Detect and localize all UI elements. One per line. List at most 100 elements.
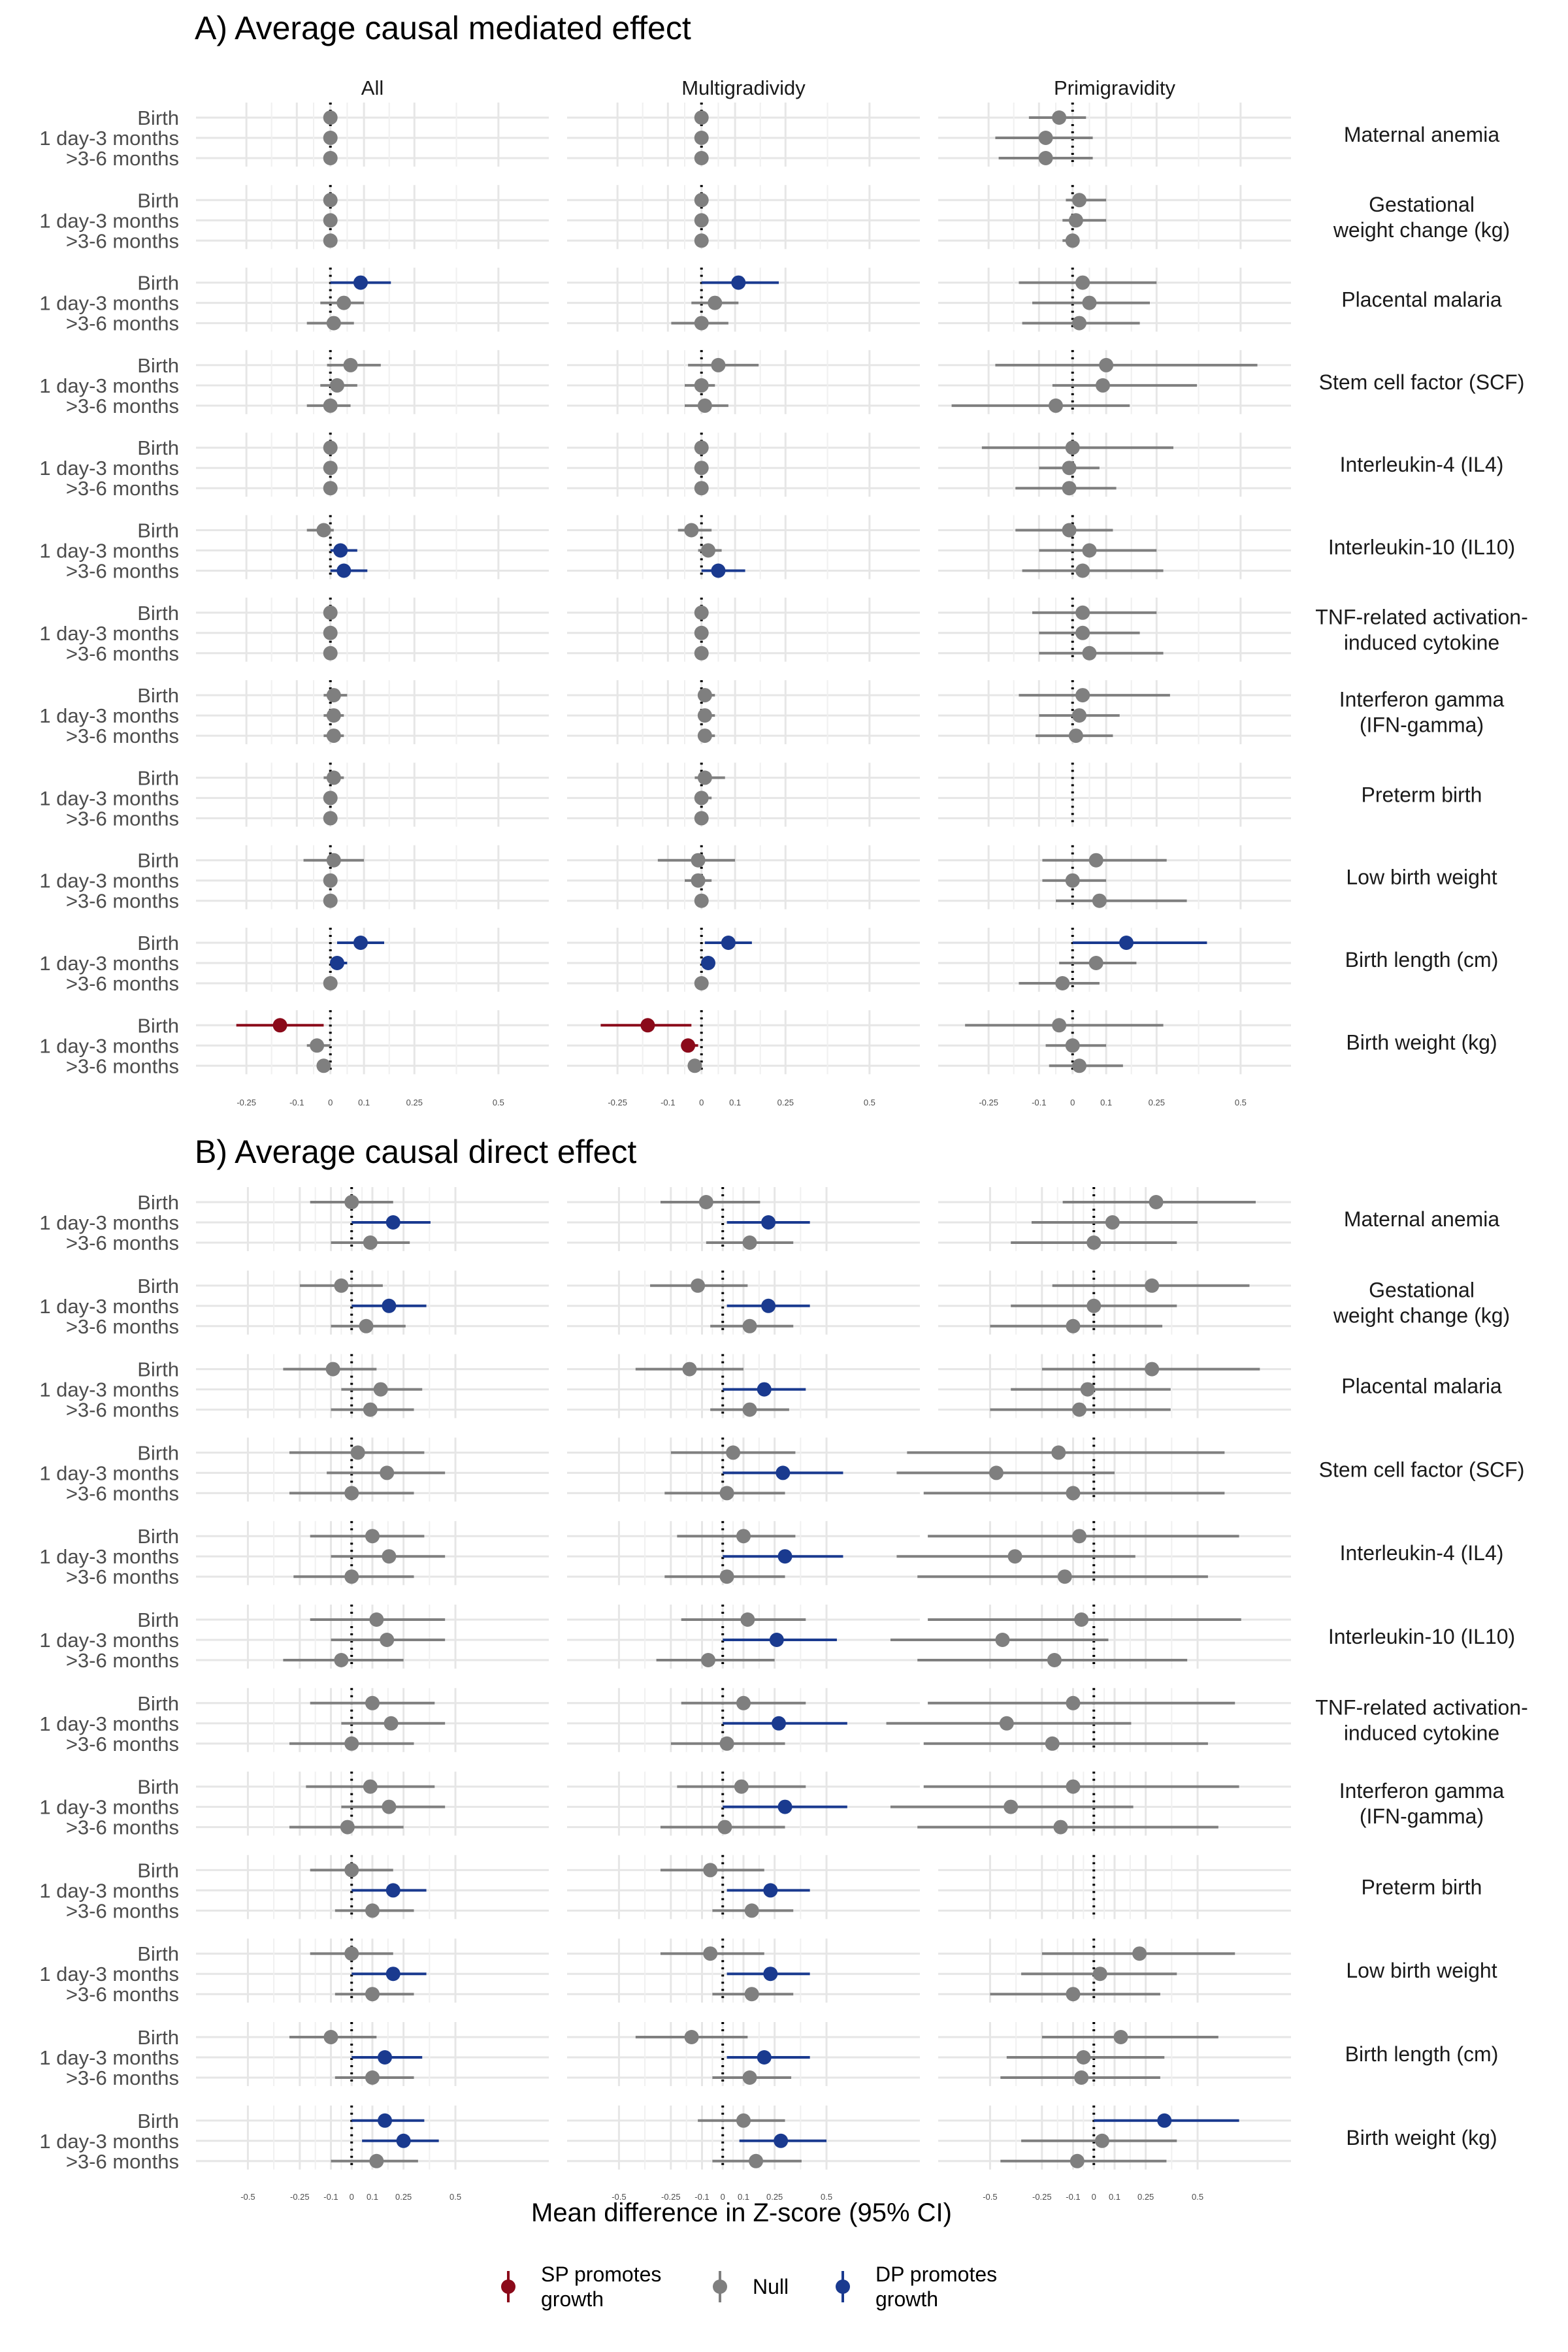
point-estimate: [694, 378, 709, 393]
point-estimate: [1072, 316, 1086, 331]
point-estimate: [323, 645, 338, 661]
point-estimate: [336, 563, 351, 578]
y-tick-label: Birth: [137, 1191, 179, 1214]
facet-row-label: Maternal anemia: [1344, 123, 1500, 146]
point-estimate: [1045, 1736, 1060, 1751]
point-estimate: [344, 1486, 359, 1501]
x-tick-label: 0: [328, 1098, 333, 1107]
point-estimate: [365, 2070, 380, 2085]
facet-row-label: Gestational weight change (kg): [1333, 193, 1510, 242]
x-tick-label: 0.1: [729, 1098, 741, 1107]
y-tick-label: 1 day-3 months: [39, 1629, 179, 1652]
y-tick-label: >3-6 months: [66, 2066, 179, 2089]
x-tick-label: 0.5: [864, 1098, 875, 1107]
facet-cell: [938, 185, 1291, 250]
facet-row-label: Interferon gamma (IFN-gamma): [1339, 688, 1505, 737]
point-estimate: [731, 275, 746, 290]
point-estimate: [353, 936, 368, 950]
point-estimate: [323, 213, 338, 228]
point-estimate: [708, 295, 723, 310]
point-estimate: [333, 543, 348, 558]
point-estimate: [694, 811, 709, 826]
point-estimate: [681, 1038, 696, 1053]
y-tick-label: 1 day-3 months: [39, 540, 179, 563]
point-estimate: [323, 481, 338, 496]
facet-cell: [567, 185, 920, 250]
facet-row-label: Birth length (cm): [1345, 948, 1499, 972]
facet-cell: [567, 1938, 920, 2003]
point-estimate: [363, 1235, 378, 1250]
point-estimate: [772, 1716, 786, 1731]
x-tick-label: -0.1: [323, 2192, 338, 2202]
point-estimate: [703, 1946, 718, 1961]
facet-cell: [938, 103, 1291, 167]
y-tick-label: Birth: [137, 1942, 179, 1965]
y-tick-label: 1 day-3 months: [39, 2130, 179, 2153]
y-tick-label: 1 day-3 months: [39, 1034, 179, 1057]
point-estimate: [684, 523, 699, 538]
y-tick-label: >3-6 months: [66, 1565, 179, 1588]
y-tick-label: >3-6 months: [66, 1482, 179, 1505]
point-estimate: [736, 1529, 751, 1544]
legend-label: SP promotes growth: [541, 2262, 661, 2311]
point-estimate: [717, 1820, 732, 1835]
point-estimate: [1080, 1382, 1095, 1397]
point-estimate: [396, 2133, 411, 2148]
x-tick-label: 0.5: [1192, 2192, 1203, 2202]
point-estimate: [1066, 1987, 1081, 2002]
y-tick-label: Birth: [137, 1014, 179, 1037]
y-tick-label: Birth: [137, 354, 179, 377]
point-estimate: [344, 1569, 359, 1584]
y-tick-label: >3-6 months: [66, 1399, 179, 1422]
y-tick-label: >3-6 months: [66, 312, 179, 335]
point-estimate: [350, 1445, 365, 1460]
facet-cell: [567, 433, 920, 497]
legend-label: Null: [753, 2275, 789, 2298]
point-estimate: [761, 1215, 776, 1230]
point-estimate: [326, 316, 341, 331]
facet-row-label: Interleukin-4 (IL4): [1340, 453, 1504, 476]
point-estimate: [1072, 708, 1086, 723]
x-tick-label: -0.5: [983, 2192, 997, 2202]
point-estimate: [776, 1465, 791, 1480]
y-tick-label: 1 day-3 months: [39, 2046, 179, 2069]
point-estimate: [323, 811, 338, 826]
x-tick-label: -0.25: [290, 2192, 310, 2202]
point-estimate: [323, 791, 338, 806]
point-estimate: [697, 770, 712, 785]
facet-cell: [938, 1270, 1291, 1335]
point-estimate: [272, 1018, 287, 1033]
y-tick-label: 1 day-3 months: [39, 704, 179, 727]
point-estimate: [1088, 956, 1103, 970]
point-estimate: [316, 1058, 331, 1073]
facet-cell: [196, 1771, 549, 1836]
y-tick-label: >3-6 months: [66, 395, 179, 417]
facet-cell: [196, 928, 549, 992]
point-estimate: [380, 1465, 395, 1480]
point-estimate: [694, 151, 709, 165]
y-tick-label: Birth: [137, 1441, 179, 1464]
point-estimate: [740, 1612, 755, 1627]
facet-cell: [567, 1010, 920, 1075]
x-tick-label: 0.1: [1109, 2192, 1120, 2202]
point-estimate: [1066, 1318, 1081, 1333]
point-estimate: [736, 1695, 751, 1710]
x-tick-label: 0.5: [493, 1098, 504, 1107]
point-estimate: [326, 853, 341, 868]
point-estimate: [1062, 461, 1077, 476]
y-tick-label: >3-6 months: [66, 1816, 179, 1839]
point-estimate: [744, 1903, 759, 1918]
facet-cell: [196, 845, 549, 909]
point-estimate: [742, 1235, 757, 1250]
point-estimate: [1075, 275, 1090, 290]
facet-cell: [196, 1187, 549, 1251]
point-estimate: [1092, 893, 1107, 908]
point-estimate: [1082, 543, 1097, 558]
y-tick-label: 1 day-3 months: [39, 952, 179, 975]
point-estimate: [1055, 976, 1070, 990]
